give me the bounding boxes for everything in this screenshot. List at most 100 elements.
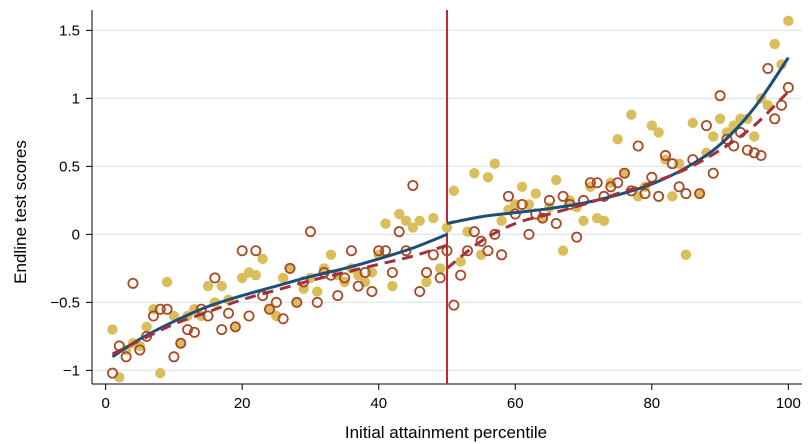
filled-point-8 [161, 276, 173, 288]
filled-point-51 [455, 256, 466, 267]
hollow-point-77 [632, 140, 644, 152]
filled-point-42 [394, 208, 405, 220]
hollow-point-20 [243, 310, 255, 322]
series-filled-points [107, 15, 794, 383]
filled-point-62 [530, 188, 541, 199]
filled-point-53 [469, 168, 480, 179]
hollow-point-27 [291, 296, 303, 308]
hollow-point-30 [311, 296, 323, 308]
hollow-point-10 [175, 337, 187, 349]
series-hollow-points [106, 62, 794, 379]
filled-point-16 [216, 280, 227, 292]
filled-point-66 [557, 245, 569, 256]
hollow-point-25 [277, 313, 289, 325]
hollow-point-15 [209, 272, 221, 284]
filled-point-94 [749, 131, 760, 142]
y-tick-label-1: −0.5 [50, 294, 80, 311]
hollow-point-74 [612, 177, 624, 189]
fit-line-solid-left [111, 233, 448, 359]
y-axis-title: Endline test scores [11, 140, 30, 284]
hollow-point-63 [537, 212, 549, 224]
hollow-point-12 [188, 326, 200, 338]
filled-point-69 [578, 215, 589, 226]
filled-point-65 [551, 174, 562, 186]
filled-point-43 [400, 215, 412, 226]
filled-point-72 [598, 215, 610, 226]
filled-point-60 [516, 181, 528, 192]
hollow-point-87 [700, 120, 712, 132]
filled-point-76 [626, 109, 637, 120]
hollow-point-75 [619, 167, 631, 179]
axes [86, 10, 802, 390]
filled-point-80 [653, 127, 664, 138]
hollow-point-6 [147, 310, 159, 322]
filled-point-79 [646, 120, 658, 131]
hollow-point-51 [455, 269, 467, 281]
x-tick-label-3: 60 [507, 395, 524, 412]
filled-point-22 [257, 253, 268, 265]
fit-lines [111, 56, 790, 359]
filled-point-18 [230, 321, 241, 333]
hollow-point-86 [694, 188, 706, 200]
filled-point-27 [291, 297, 303, 308]
hollow-point-33 [332, 290, 344, 302]
hollow-point-18 [229, 321, 241, 333]
filled-point-23 [264, 304, 275, 315]
filled-point-0 [107, 324, 118, 335]
x-axis-title: Initial attainment percentile [345, 423, 547, 442]
filled-point-7 [155, 367, 166, 379]
hollow-point-14 [202, 310, 214, 322]
hollow-point-24 [270, 296, 282, 308]
hollow-point-29 [304, 226, 316, 238]
filled-point-48 [434, 263, 446, 274]
hollow-point-68 [571, 231, 583, 243]
hollow-point-8 [161, 303, 173, 315]
hollow-point-99 [782, 82, 794, 94]
filled-point-88 [708, 131, 719, 142]
filled-point-40 [380, 218, 391, 229]
filled-point-74 [612, 134, 623, 145]
hollow-point-52 [461, 245, 473, 257]
hollow-point-93 [741, 144, 753, 156]
y-tick-labels: −1 −0.5 0 0.5 1 1.5 [50, 22, 80, 379]
hollow-point-50 [448, 299, 460, 311]
filled-point-10 [175, 338, 186, 349]
x-tick-label-4: 80 [643, 395, 660, 412]
filled-point-82 [667, 191, 678, 202]
filled-point-32 [325, 249, 337, 260]
hollow-point-21 [250, 245, 262, 257]
hollow-point-55 [482, 245, 494, 257]
filled-point-84 [680, 249, 692, 260]
filled-point-99 [783, 15, 794, 27]
hollow-point-96 [762, 62, 774, 74]
filled-point-55 [482, 172, 494, 183]
hollow-point-66 [557, 190, 569, 202]
hollow-point-39 [373, 245, 385, 257]
filled-point-50 [448, 185, 460, 197]
filled-point-30 [312, 286, 323, 297]
hollow-point-26 [284, 262, 296, 274]
filled-point-14 [202, 280, 214, 292]
hollow-point-61 [523, 228, 535, 240]
hollow-point-82 [666, 158, 678, 170]
hollow-point-36 [352, 280, 364, 292]
filled-point-56 [489, 158, 500, 169]
hollow-point-58 [502, 190, 514, 202]
filled-point-45 [414, 215, 425, 226]
hollow-point-38 [366, 286, 378, 298]
hollow-point-54 [475, 235, 487, 247]
hollow-point-40 [380, 245, 392, 257]
y-tick-label-0: −1 [63, 362, 80, 379]
hollow-point-2 [120, 351, 132, 363]
filled-point-26 [284, 263, 296, 274]
hollow-point-7 [154, 303, 166, 315]
hollow-point-64 [543, 194, 555, 206]
y-tick-label-5: 1.5 [59, 22, 80, 39]
hollow-point-23 [263, 303, 275, 315]
x-tick-label-2: 40 [370, 395, 387, 412]
hollow-point-46 [421, 266, 433, 278]
filled-point-89 [714, 113, 726, 125]
x-tick-labels: 0 20 40 60 80 100 [101, 395, 800, 412]
hollow-point-84 [680, 188, 692, 200]
